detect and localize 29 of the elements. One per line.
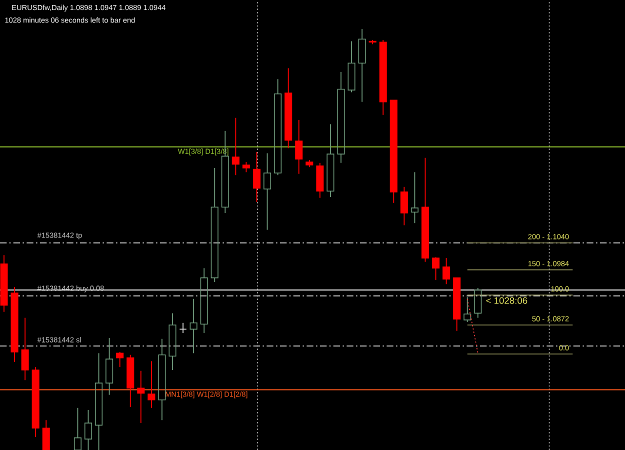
candlestick	[316, 162, 324, 198]
annotation: < 1028:06	[486, 297, 528, 304]
candlestick	[84, 410, 92, 450]
candlestick	[158, 338, 166, 421]
candlestick	[21, 317, 29, 381]
candlestick	[252, 151, 261, 203]
candlestick	[210, 167, 218, 283]
candlestick	[95, 352, 103, 450]
candlestick	[326, 124, 334, 198]
candlestick	[168, 312, 176, 370]
candlestick	[0, 254, 8, 312]
candlestick	[337, 72, 345, 164]
candlestick	[10, 286, 18, 362]
candlestick	[410, 172, 418, 224]
candlestick	[190, 298, 198, 354]
candlestick	[232, 117, 240, 176]
candlestick	[126, 354, 134, 408]
candlestick	[295, 120, 303, 174]
candlestick	[106, 338, 114, 396]
candlestick	[358, 28, 366, 102]
candlestick	[284, 68, 292, 149]
candlestick	[137, 370, 145, 424]
candlestick	[264, 152, 272, 230]
candlestick	[400, 186, 408, 226]
candlestick	[32, 366, 40, 438]
candlestick	[442, 258, 450, 285]
candlestick	[179, 322, 187, 334]
candlestick	[148, 360, 156, 408]
candlestick	[200, 268, 208, 334]
